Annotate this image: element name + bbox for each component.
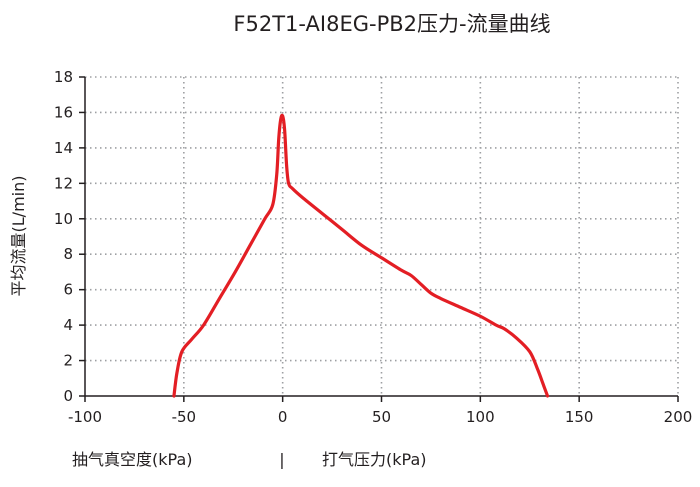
axes <box>79 76 679 402</box>
y-tick-label: 16 <box>54 103 73 121</box>
series-line <box>172 113 550 398</box>
y-tick-label: 10 <box>54 210 73 228</box>
grid <box>85 76 679 396</box>
y-tick-labels: 0 2 4 6 8 10 12 14 16 18 <box>54 68 73 405</box>
x-tick-label: 150 <box>565 408 594 426</box>
x-axis-label-vacuum: 抽气真空度(kPa) <box>72 450 193 469</box>
y-tick-label: 0 <box>63 387 73 405</box>
series <box>172 113 550 398</box>
y-tick-label: 14 <box>54 139 73 157</box>
y-axis-label: 平均流量(L/min) <box>9 176 28 297</box>
x-tick-label: 200 <box>664 408 693 426</box>
x-tick-label: 100 <box>466 408 495 426</box>
x-tick-label: -50 <box>172 408 197 426</box>
y-tick-label: 18 <box>54 68 73 86</box>
x-tick-label: -100 <box>68 408 102 426</box>
y-tick-label: 4 <box>63 316 73 334</box>
y-tick-label: 12 <box>54 174 73 192</box>
y-tick-label: 8 <box>63 245 73 263</box>
y-tick-label: 6 <box>63 281 73 299</box>
x-tick-labels: -100 -50 0 50 100 150 200 <box>68 408 692 426</box>
x-axis-label-pressure: 打气压力(kPa) <box>322 450 427 469</box>
chart-title: F52T1-AI8EG-PB2压力-流量曲线 <box>233 12 550 36</box>
x-tick-label: 50 <box>372 408 391 426</box>
y-tick-label: 2 <box>63 352 73 370</box>
x-axis-label-separator: | <box>279 450 284 469</box>
x-tick-label: 0 <box>278 408 288 426</box>
